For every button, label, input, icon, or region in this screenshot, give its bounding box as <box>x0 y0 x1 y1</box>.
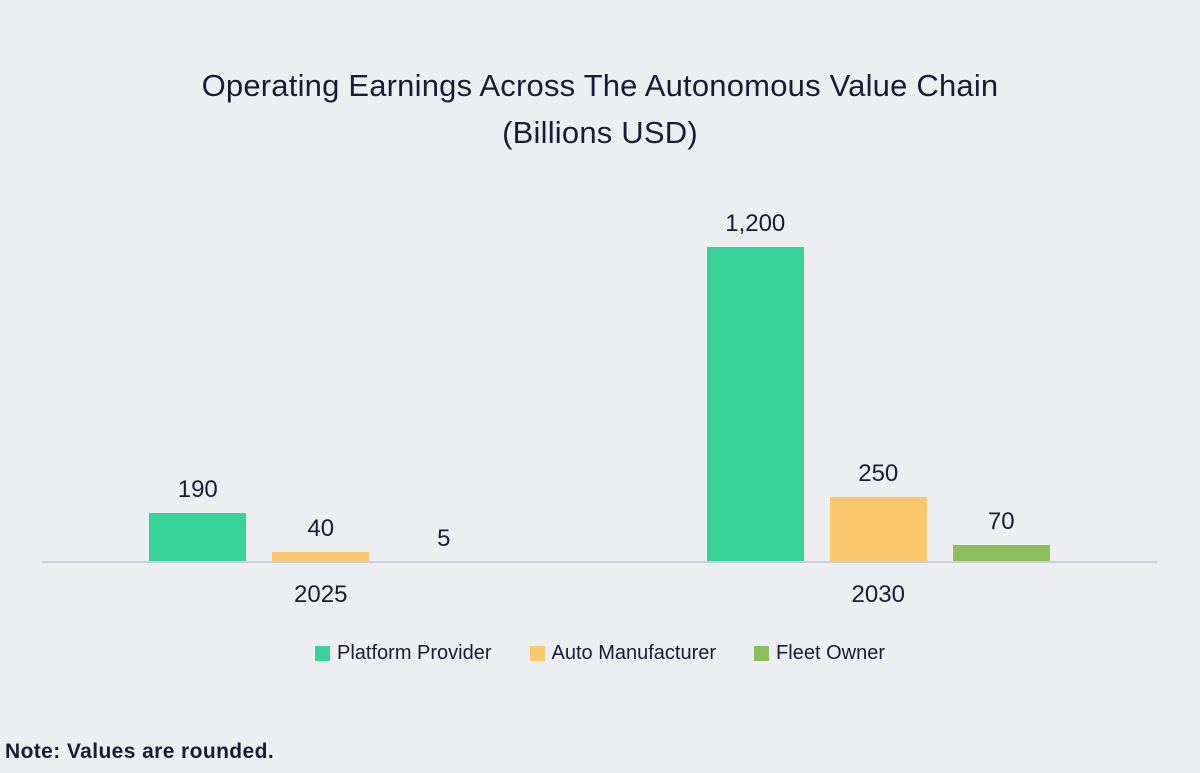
value-label-platform-provider-2025: 190 <box>177 475 218 503</box>
category-label-2025: 2025 <box>294 581 348 608</box>
legend-label: Auto Manufacturer <box>551 642 717 664</box>
chart-title-line1: Operating Earnings Across The Autonomous… <box>201 68 999 103</box>
x-axis-line <box>42 561 1157 563</box>
legend: Platform Provider Auto Manufacturer Fleet … <box>0 643 1200 663</box>
value-label-fleet-owner-2025: 5 <box>437 524 451 552</box>
bar-platform-provider-2030 <box>706 247 804 563</box>
value-label-auto-manufacturer-2025: 40 <box>307 515 335 542</box>
legend-item-fleet-owner: Fleet Owner <box>754 643 885 663</box>
value-label-auto-manufacturer-2030: 250 <box>858 460 899 487</box>
value-label-platform-provider-2030: 1,200 <box>725 210 786 237</box>
legend-swatch-icon <box>529 645 545 661</box>
bar-platform-provider-2025 <box>149 513 247 563</box>
plot-area: 190 40 5 1,200 250 70 <box>42 180 1157 563</box>
chart-title: Operating Earnings Across The Autonomous… <box>0 62 1200 156</box>
bar-auto-manufacturer-2030 <box>829 497 927 563</box>
legend-swatch-icon <box>315 645 331 661</box>
legend-swatch-icon <box>754 645 770 661</box>
legend-item-platform-provider: Platform Provider <box>315 643 492 663</box>
legend-label: Platform Provider <box>337 642 492 664</box>
chart-title-line2: (Billions USD) <box>502 115 698 150</box>
legend-item-auto-manufacturer: Auto Manufacturer <box>529 642 717 664</box>
bar-auto-manufacturer-2025 <box>272 552 370 563</box>
value-label-fleet-owner-2030: 70 <box>987 507 1015 535</box>
footnote-text: Note: Values are rounded. <box>5 740 275 763</box>
legend-label: Fleet Owner <box>776 642 885 664</box>
bar-fleet-owner-2030 <box>952 545 1050 563</box>
category-label-2030: 2030 <box>851 581 905 608</box>
